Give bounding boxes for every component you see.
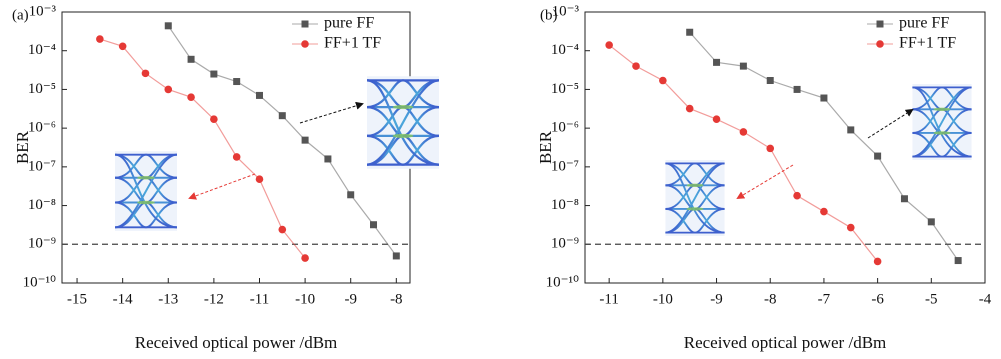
point [301, 254, 309, 262]
point [874, 153, 881, 160]
point [187, 93, 195, 101]
point [210, 71, 217, 78]
x-tick-label: -8 [764, 291, 777, 307]
point [847, 224, 855, 232]
point [686, 29, 693, 36]
arrow [300, 104, 362, 123]
point [188, 56, 195, 63]
y-tick-label: 10⁻³ [29, 3, 57, 19]
legend-label: FF+1 TF [324, 35, 381, 52]
x-tick-label: -11 [599, 291, 618, 307]
legend-marker [301, 40, 309, 48]
plot-frame [62, 12, 410, 283]
point [164, 86, 172, 94]
figure: (a)BERReceived optical power /dBm-15-14-… [0, 0, 1001, 359]
x-tick-label: -9 [710, 291, 723, 307]
eye-diagram [367, 76, 439, 169]
point [847, 126, 854, 133]
series-line [609, 45, 877, 261]
legend-marker [877, 21, 884, 28]
point [740, 128, 748, 136]
x-tick-label: -11 [250, 291, 269, 307]
point [119, 43, 127, 51]
y-tick-label: 10⁻⁴ [28, 42, 56, 58]
point [256, 175, 264, 183]
y-tick-label: 10⁻⁷ [551, 158, 579, 174]
x-axis-label: Received optical power /dBm [135, 333, 338, 352]
x-tick-label: -7 [818, 291, 831, 307]
y-tick-label: 10⁻⁶ [551, 120, 579, 136]
legend-marker [876, 40, 884, 48]
point [928, 218, 935, 225]
point [347, 191, 354, 198]
point [955, 257, 962, 264]
y-tick-label: 10⁻³ [552, 3, 580, 19]
x-tick-label: -4 [979, 291, 992, 307]
point [794, 86, 801, 93]
y-tick-label: 10⁻⁸ [551, 197, 579, 213]
series-line [168, 26, 396, 256]
y-tick-label: 10⁻⁹ [551, 236, 579, 252]
point [233, 153, 241, 161]
point [233, 78, 240, 85]
point [96, 35, 104, 43]
point [324, 155, 331, 162]
x-tick-label: -14 [113, 291, 133, 307]
point [210, 115, 218, 123]
y-tick-label: 10⁻⁵ [551, 81, 579, 97]
point [659, 77, 667, 85]
legend-label: pure FF [899, 15, 949, 32]
point [165, 22, 172, 29]
point [767, 77, 774, 84]
legend-label: pure FF [324, 15, 374, 32]
x-tick-label: -8 [390, 291, 403, 307]
arrow [190, 174, 255, 198]
x-tick-label: -13 [158, 291, 178, 307]
point [874, 258, 882, 266]
point [142, 70, 150, 78]
point [713, 115, 721, 123]
panel-label: (a) [12, 7, 29, 23]
point [278, 226, 286, 234]
eye-diagram [665, 160, 724, 236]
eye-diagram [115, 151, 177, 231]
x-tick-label: -15 [67, 291, 87, 307]
point [632, 62, 640, 70]
y-tick-label: 10⁻⁴ [551, 42, 579, 58]
eye-diagram [912, 84, 971, 160]
y-tick-label: 10⁻¹⁰ [546, 274, 579, 290]
point [370, 221, 377, 228]
x-tick-label: -12 [204, 291, 224, 307]
legend-marker [302, 21, 309, 28]
x-tick-label: -10 [653, 291, 673, 307]
point [766, 145, 774, 153]
point [740, 63, 747, 70]
point [793, 192, 801, 200]
point [686, 105, 694, 113]
legend-label: FF+1 TF [899, 35, 956, 52]
y-tick-label: 10⁻⁸ [28, 197, 56, 213]
x-tick-label: -6 [871, 291, 884, 307]
x-tick-label: -10 [295, 291, 315, 307]
x-tick-label: -5 [925, 291, 938, 307]
y-tick-label: 10⁻⁹ [28, 236, 56, 252]
point [605, 41, 613, 49]
point [279, 112, 286, 119]
y-tick-label: 10⁻⁷ [28, 158, 56, 174]
y-tick-label: 10⁻⁶ [28, 120, 56, 136]
arrow [868, 110, 912, 138]
point [256, 92, 263, 99]
point [713, 59, 720, 66]
point [820, 208, 828, 216]
x-axis-label: Received optical power /dBm [684, 333, 887, 352]
y-tick-label: 10⁻⁵ [28, 81, 56, 97]
x-tick-label: -9 [344, 291, 357, 307]
point [901, 195, 908, 202]
point [302, 137, 309, 144]
point [820, 95, 827, 102]
arrow [738, 165, 793, 198]
y-tick-label: 10⁻¹⁰ [23, 274, 56, 290]
point [393, 252, 400, 259]
